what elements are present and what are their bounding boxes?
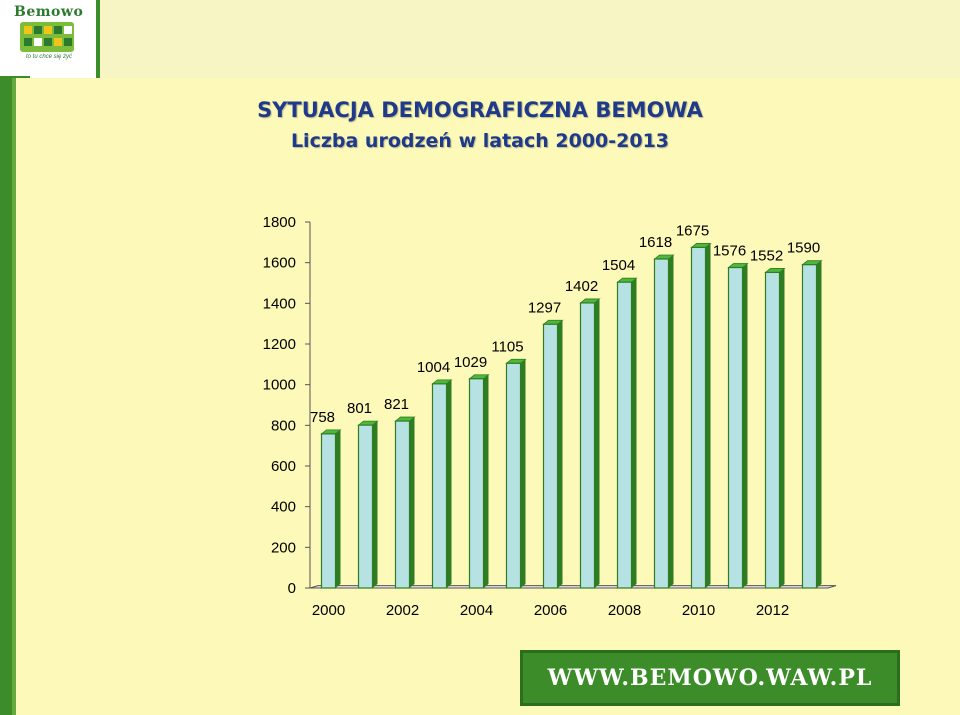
- chart-bars: [320, 243, 823, 589]
- data-label: 1297: [528, 299, 561, 316]
- x-tick-label: 2000: [312, 602, 345, 619]
- bar: [579, 302, 596, 589]
- data-label: 1029: [454, 354, 487, 371]
- bar-side: [705, 243, 711, 588]
- data-label: 1552: [750, 247, 783, 264]
- x-tick-label: 2006: [534, 602, 567, 619]
- bar: [542, 323, 559, 589]
- data-label: 1504: [602, 257, 635, 274]
- bar-side: [631, 278, 637, 588]
- bar: [431, 383, 448, 589]
- bar-side: [816, 260, 822, 588]
- data-label: 821: [384, 396, 409, 413]
- x-tick-label: 2004: [460, 602, 493, 619]
- bar: [727, 266, 744, 589]
- y-tick-label: 800: [271, 417, 296, 434]
- bar: [801, 264, 818, 589]
- bar-side: [779, 268, 785, 588]
- bar-side: [372, 421, 378, 588]
- bar: [505, 362, 522, 589]
- data-label: 1402: [565, 278, 598, 295]
- data-label: 1590: [787, 240, 820, 257]
- bar-side: [594, 298, 600, 588]
- bar-side: [742, 263, 748, 588]
- x-tick-label: 2008: [608, 602, 641, 619]
- y-tick-label: 1400: [263, 295, 296, 312]
- bar: [468, 378, 485, 589]
- y-tick-label: 600: [271, 458, 296, 475]
- data-label: 1105: [491, 338, 523, 355]
- data-label: 1576: [713, 243, 746, 260]
- footer-banner: WWW.BEMOWO.WAW.PL: [520, 650, 900, 706]
- bar-side: [520, 359, 526, 588]
- footer-url: WWW.BEMOWO.WAW.PL: [547, 665, 873, 691]
- bar-side: [409, 417, 415, 588]
- bar: [394, 420, 411, 589]
- bar-side: [483, 374, 489, 588]
- y-tick-label: 0: [288, 580, 296, 597]
- bar: [690, 246, 707, 589]
- bar: [616, 281, 633, 589]
- y-tick-label: 200: [271, 539, 296, 556]
- bar-side: [668, 255, 674, 589]
- data-label: 1618: [639, 234, 672, 251]
- bar: [653, 258, 670, 589]
- x-tick-label: 2012: [756, 602, 789, 619]
- bar-side: [446, 379, 452, 588]
- y-tick-label: 1800: [263, 214, 296, 231]
- bar: [320, 433, 337, 589]
- bar: [764, 271, 781, 589]
- data-label: 801: [347, 400, 372, 417]
- data-label: 1675: [676, 222, 709, 239]
- chart-floor: [309, 585, 837, 589]
- x-tick-label: 2002: [386, 602, 419, 619]
- logo-emblem-icon: [20, 22, 74, 52]
- bemowo-logo: Bemowo to tu chce się żyć: [6, 2, 90, 68]
- bar-side: [557, 320, 563, 588]
- logo-wordmark: Bemowo: [14, 4, 84, 20]
- logo-tagline: to tu chce się żyć: [26, 54, 73, 60]
- data-label: 1004: [417, 359, 450, 376]
- bar-side: [335, 429, 341, 588]
- data-label: 758: [310, 409, 335, 426]
- x-tick-label: 2010: [682, 602, 715, 619]
- y-tick-label: 1200: [263, 336, 296, 353]
- bar: [357, 424, 374, 589]
- y-tick-label: 1000: [263, 377, 296, 394]
- page-subtitle: Liczba urodzeń w latach 2000-2013: [290, 130, 670, 152]
- page-title: SYTUACJA DEMOGRAFICZNA BEMOWA: [257, 98, 703, 122]
- y-tick-label: 1600: [263, 255, 296, 272]
- y-tick-label: 400: [271, 499, 296, 516]
